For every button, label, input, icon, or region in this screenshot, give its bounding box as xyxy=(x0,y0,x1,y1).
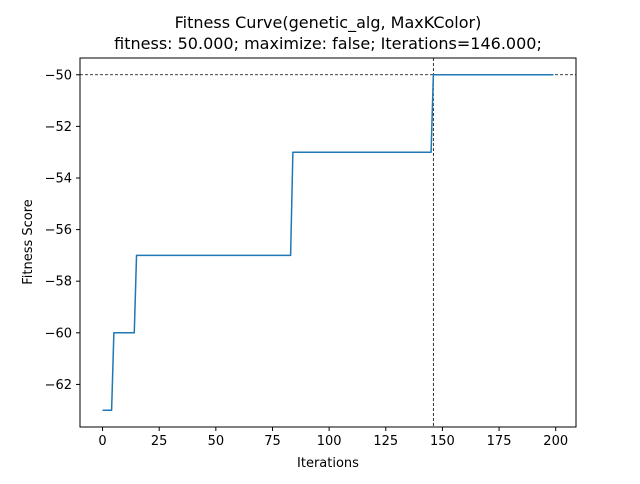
chart-title: Fitness Curve(genetic_alg, MaxKColor) xyxy=(175,13,482,33)
y-tick-label: −56 xyxy=(45,223,72,238)
chart-subtitle: fitness: 50.000; maximize: false; Iterat… xyxy=(114,34,542,53)
x-tick-label: 150 xyxy=(430,434,455,449)
x-tick-label: 50 xyxy=(208,434,225,449)
y-axis-label: Fitness Score xyxy=(21,199,36,285)
fitness-series-line xyxy=(102,74,554,411)
x-axis-label: Iterations xyxy=(297,456,359,471)
y-axis: −62 −60 −58 −56 −54 −52 −50 xyxy=(45,68,80,393)
x-tick-label: 25 xyxy=(151,434,168,449)
plot-frame xyxy=(79,57,577,428)
y-tick-label: −58 xyxy=(45,275,72,290)
y-tick-label: −60 xyxy=(45,326,72,341)
x-tick-label: 125 xyxy=(373,434,398,449)
y-tick-label: −54 xyxy=(45,171,72,186)
y-tick-label: −50 xyxy=(45,68,72,83)
x-tick-label: 100 xyxy=(317,434,342,449)
plot-area xyxy=(80,58,576,427)
y-tick-label: −62 xyxy=(45,378,72,393)
x-tick-label: 200 xyxy=(543,434,568,449)
y-tick-label: −52 xyxy=(45,120,72,135)
x-tick-label: 0 xyxy=(98,434,106,449)
x-tick-label: 175 xyxy=(487,434,512,449)
x-axis: 0 25 50 75 100 125 150 175 200 xyxy=(98,427,568,449)
x-tick-label: 75 xyxy=(264,434,281,449)
